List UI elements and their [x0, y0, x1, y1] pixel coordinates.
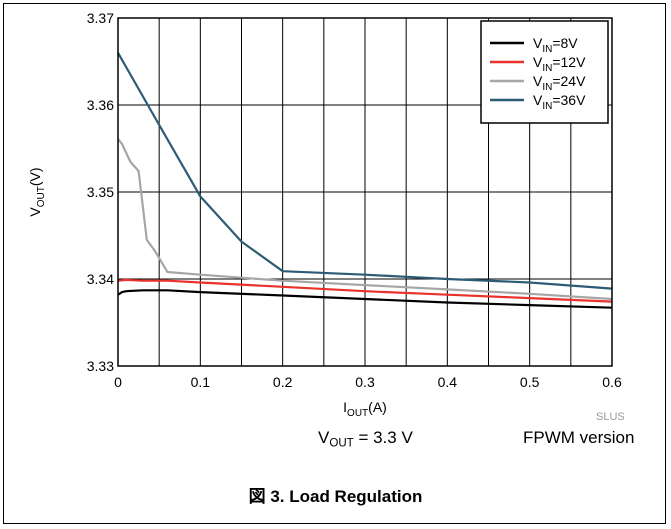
x-tick-label: 0.2	[273, 374, 293, 390]
plot-area-border	[117, 17, 613, 367]
y-tick-label: 3.34	[87, 271, 114, 287]
series-line-vin-12v	[117, 278, 613, 303]
y-tick-label: 3.33	[87, 358, 114, 374]
x-tick-label: 0	[114, 374, 122, 390]
vout-note-rest: = 3.3 V	[353, 428, 413, 447]
y-axis-label: VOUT(V)	[27, 167, 47, 216]
legend-label: VIN=24V	[533, 73, 586, 93]
version-note: FPWM version	[523, 428, 635, 447]
y-tick-label: 3.36	[87, 97, 114, 113]
vout-setting-note: VOUT = 3.3 V	[318, 428, 413, 449]
x-tick-label: 0.4	[438, 374, 458, 390]
legend-box	[480, 20, 609, 124]
x-tick-label: 0.1	[191, 374, 211, 390]
series-line-vin-36v	[117, 52, 613, 290]
legend-label: VIN=36V	[533, 92, 586, 112]
series-line-vin-24v	[117, 138, 613, 301]
x-axis-label: IOUT(A)	[343, 399, 387, 419]
y-tick-label: 3.35	[87, 184, 114, 200]
x-tick-label: 0.6	[602, 374, 622, 390]
x-tick-label: 0.3	[355, 374, 375, 390]
figure-frame	[3, 3, 666, 524]
legend-label: VIN=8V	[533, 35, 578, 55]
legend-label: VIN=12V	[533, 54, 586, 74]
vout-note-sub: OUT	[329, 437, 354, 450]
y-tick-label: 3.37	[87, 10, 114, 26]
x-tick-label: 0.5	[520, 374, 540, 390]
series-line-vin-8v	[117, 289, 613, 309]
figure-caption: 図 3. Load Regulation	[248, 487, 423, 506]
vout-note-main: V	[318, 428, 330, 447]
doc-code-label: SLUS	[596, 411, 625, 423]
